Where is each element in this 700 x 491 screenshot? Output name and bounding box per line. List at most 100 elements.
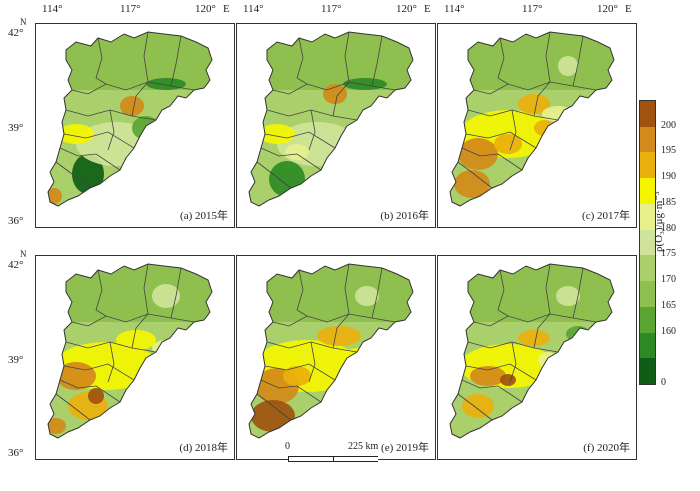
admin-boundary — [509, 341, 517, 383]
admin-boundary — [296, 269, 308, 317]
legend-swatch — [640, 306, 655, 334]
legend-swatch — [640, 332, 655, 359]
lat-tick: 42° — [8, 27, 24, 39]
admin-boundary — [131, 81, 149, 117]
region-map — [449, 31, 615, 207]
admin-boundary — [545, 263, 551, 315]
region-map — [47, 31, 213, 207]
admin-boundary — [264, 363, 336, 381]
admin-boundary — [533, 313, 551, 349]
concentration-patch — [558, 56, 578, 76]
admin-boundary — [465, 363, 537, 381]
panel-label: (f) 2020年 — [583, 442, 630, 454]
region-map — [47, 263, 213, 439]
map-panel-2017: (c) 2017年 — [437, 23, 637, 228]
map-panel-2015: (a) 2015年 — [35, 23, 235, 228]
concentration-patch — [556, 286, 580, 306]
admin-boundary — [457, 393, 493, 421]
concentration-patch — [462, 394, 494, 418]
admin-boundary — [256, 161, 292, 189]
admin-boundary — [296, 37, 308, 85]
admin-boundary — [170, 267, 182, 319]
legend-title: ρ(O₃)/μg·m⁻³ — [653, 191, 665, 252]
region-outline — [248, 31, 414, 207]
admin-boundary — [107, 341, 115, 383]
lon-tick: 117° — [120, 3, 141, 15]
concentration-patch — [500, 374, 516, 386]
map-panel-2019: (e) 2019年 — [236, 255, 436, 460]
north-label: N — [20, 17, 27, 27]
concentration-patch — [56, 362, 96, 390]
lat-tick: 42° — [8, 259, 24, 271]
admin-boundary — [497, 37, 509, 85]
lon-suffix: E — [223, 3, 230, 15]
admin-boundary — [545, 31, 551, 83]
admin-boundary — [170, 35, 182, 87]
concentration-patch — [317, 326, 361, 346]
lon-suffix: E — [625, 3, 632, 15]
admin-boundary — [55, 161, 91, 189]
legend-swatch — [640, 203, 655, 231]
legend-tick-label: 170 — [661, 274, 676, 286]
concentration-patch — [518, 94, 550, 114]
map-panel-2020: (f) 2020年 — [437, 255, 637, 460]
lon-tick: 120° — [597, 3, 618, 15]
concentration-patch — [518, 330, 550, 346]
concentration-patch — [120, 96, 144, 116]
legend-swatch — [640, 255, 655, 282]
legend-swatch — [640, 126, 655, 153]
concentration-patch — [343, 78, 387, 90]
admin-boundary — [461, 147, 523, 171]
lat-tick: 36° — [8, 215, 24, 227]
admin-boundary — [260, 147, 322, 171]
admin-boundary — [457, 161, 493, 189]
lon-tick: 117° — [522, 3, 543, 15]
region-map — [449, 263, 615, 439]
admin-boundary — [264, 131, 336, 149]
lat-tick: 39° — [8, 122, 24, 134]
concentration-patch — [538, 352, 558, 368]
panel-label: (e) 2019年 — [381, 442, 429, 454]
admin-boundary — [308, 109, 316, 151]
admin-boundary — [497, 269, 509, 317]
region-map — [248, 31, 414, 207]
concentration-patch — [355, 286, 379, 306]
lon-tick: 114° — [444, 3, 465, 15]
legend-tick-label: 195 — [661, 145, 676, 157]
admin-boundary — [344, 263, 350, 315]
admin-boundary — [371, 35, 383, 87]
concentration-patch — [470, 366, 506, 386]
admin-boundary — [572, 35, 584, 87]
legend-tick-label: 0 — [661, 377, 666, 388]
admin-boundary — [344, 31, 350, 83]
admin-boundary — [332, 81, 350, 117]
lon-tick: 117° — [321, 3, 342, 15]
concentration-patch — [152, 284, 180, 308]
admin-boundary — [308, 341, 316, 383]
legend-colorbar — [639, 100, 656, 385]
legend-swatch — [640, 281, 655, 308]
admin-boundary — [509, 109, 517, 151]
admin-boundary — [533, 81, 551, 117]
lon-tick: 114° — [42, 3, 63, 15]
panel-label: (c) 2017年 — [582, 210, 630, 222]
concentration-patch — [146, 78, 186, 90]
legend-tick-label: 200 — [661, 119, 676, 131]
legend-tick-label: 180 — [661, 222, 676, 234]
admin-boundary — [59, 379, 121, 403]
admin-boundary — [143, 31, 149, 83]
legend-swatch — [640, 178, 655, 205]
legend-tick-label: 165 — [661, 299, 676, 311]
legend-swatch — [640, 229, 655, 256]
concentration-patch — [72, 154, 104, 194]
lon-suffix: E — [424, 3, 431, 15]
lon-tick: 120° — [396, 3, 417, 15]
concentration-patch — [116, 330, 156, 350]
admin-boundary — [55, 393, 91, 421]
concentration-patch — [251, 400, 295, 432]
scale-end: 225 km — [348, 441, 379, 452]
legend-swatch — [640, 358, 655, 385]
north-label: N — [20, 249, 27, 259]
concentration-patch — [285, 144, 309, 160]
region-outline — [47, 263, 213, 439]
